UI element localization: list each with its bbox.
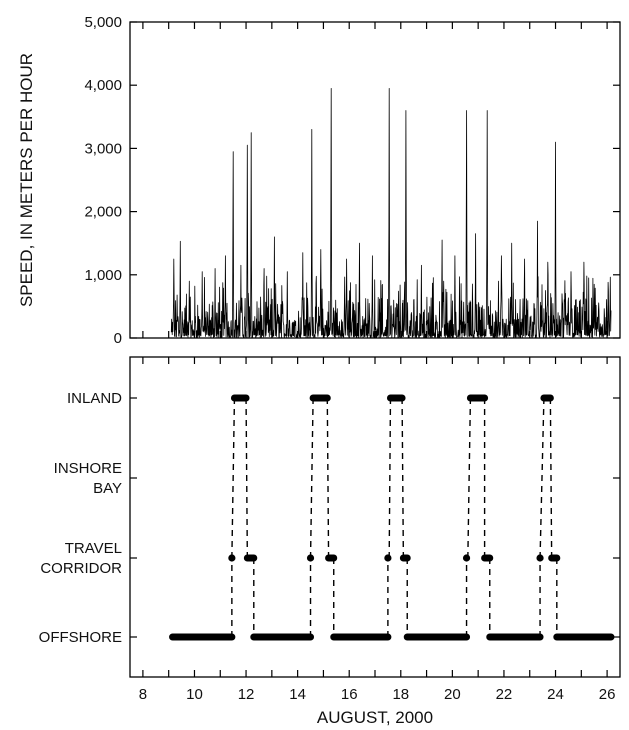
location-x-tick-label: 14 (289, 686, 306, 703)
location-transition-lines (231, 397, 558, 637)
location-category-inshore: INSHORE BAY (54, 460, 122, 497)
location-transition (231, 397, 236, 559)
speed-y-tick-label: 1,000 (84, 267, 122, 284)
location-x-tick-label: 24 (547, 686, 564, 703)
location-x-axis-title: AUGUST, 2000 (317, 708, 433, 727)
location-category-labels: OFFSHORE TRAVEL CORRIDOR INSHORE BAY INLAND (39, 390, 123, 646)
speed-y-axis-title: SPEED, IN METERS PER HOUR (17, 53, 36, 307)
location-point (384, 554, 392, 562)
location-point (536, 554, 544, 562)
location-point (306, 554, 315, 562)
location-x-tick-label: 10 (186, 686, 203, 703)
location-transition (245, 397, 249, 559)
location-transition (467, 397, 472, 559)
speed-y-tick-label: 3,000 (84, 140, 122, 157)
location-x-tick-label: 16 (341, 686, 358, 703)
speed-y-tick-label: 4,000 (84, 77, 122, 94)
location-panel: 8 10 12 14 16 18 20 22 24 26 OFFSHORE TRAVEL CORRID… (39, 356, 621, 727)
location-point (228, 554, 236, 562)
speed-y-tick-label: 0 (114, 330, 122, 347)
speed-series-line (170, 88, 612, 339)
location-x-tick-label: 22 (496, 686, 513, 703)
location-x-tick-label: 18 (392, 686, 409, 703)
location-transition (326, 397, 330, 559)
speed-panel: 0 1,000 2,000 3,000 4,000 5,000 SPEED, IN MET… (17, 14, 621, 347)
location-category-offshore: OFFSHORE (39, 629, 122, 646)
location-y-ticks (130, 397, 620, 638)
location-category-inland: INLAND (67, 390, 122, 407)
speed-y-tick-label: 2,000 (84, 204, 122, 221)
location-transition (539, 397, 545, 559)
location-category-travel: TRAVEL CORRIDOR (40, 540, 122, 577)
speed-y-ticks: 0 1,000 2,000 3,000 4,000 5,000 (84, 14, 620, 347)
location-segments (169, 394, 615, 641)
location-transition (388, 397, 392, 559)
location-x-ticks: 8 10 12 14 16 18 20 22 24 26 (139, 357, 616, 703)
location-x-tick-label: 26 (599, 686, 616, 703)
location-transition (549, 397, 553, 559)
location-x-tick-label: 20 (444, 686, 461, 703)
location-point (462, 554, 471, 562)
location-plot-frame (129, 356, 621, 678)
speed-y-tick-label: 5,000 (84, 14, 122, 31)
location-x-tick-label: 8 (139, 686, 147, 703)
location-transition (309, 397, 314, 559)
location-x-tick-label: 12 (238, 686, 255, 703)
location-transition (401, 397, 405, 559)
